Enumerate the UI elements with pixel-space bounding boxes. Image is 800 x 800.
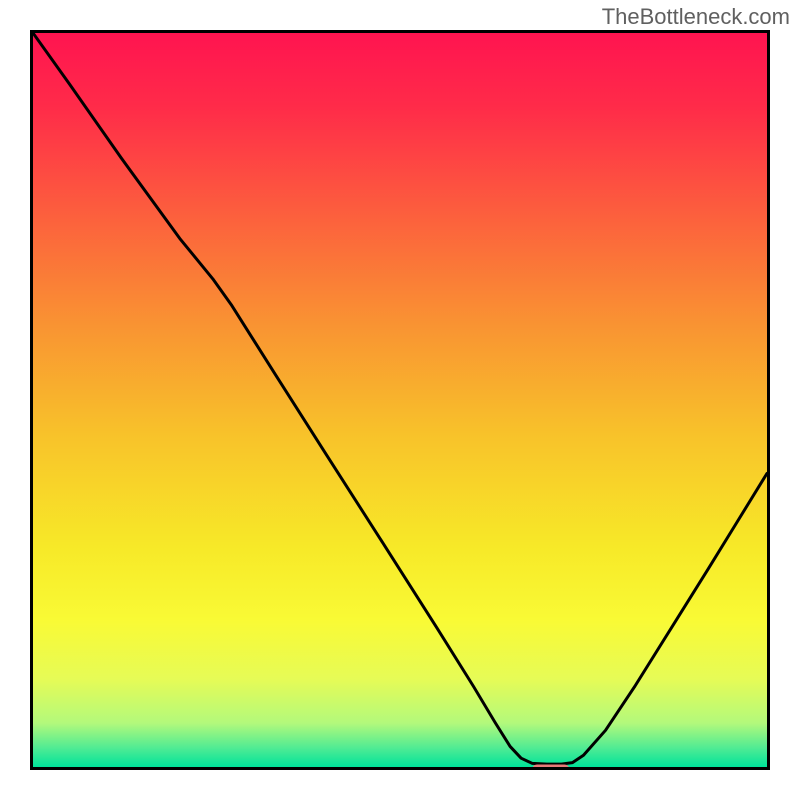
curve-polyline: [33, 33, 767, 764]
data-curve: [33, 33, 767, 767]
optimal-marker: [532, 764, 570, 770]
chart-container: TheBottleneck.com: [0, 0, 800, 800]
plot-area: [30, 30, 770, 770]
watermark-text: TheBottleneck.com: [602, 4, 790, 30]
